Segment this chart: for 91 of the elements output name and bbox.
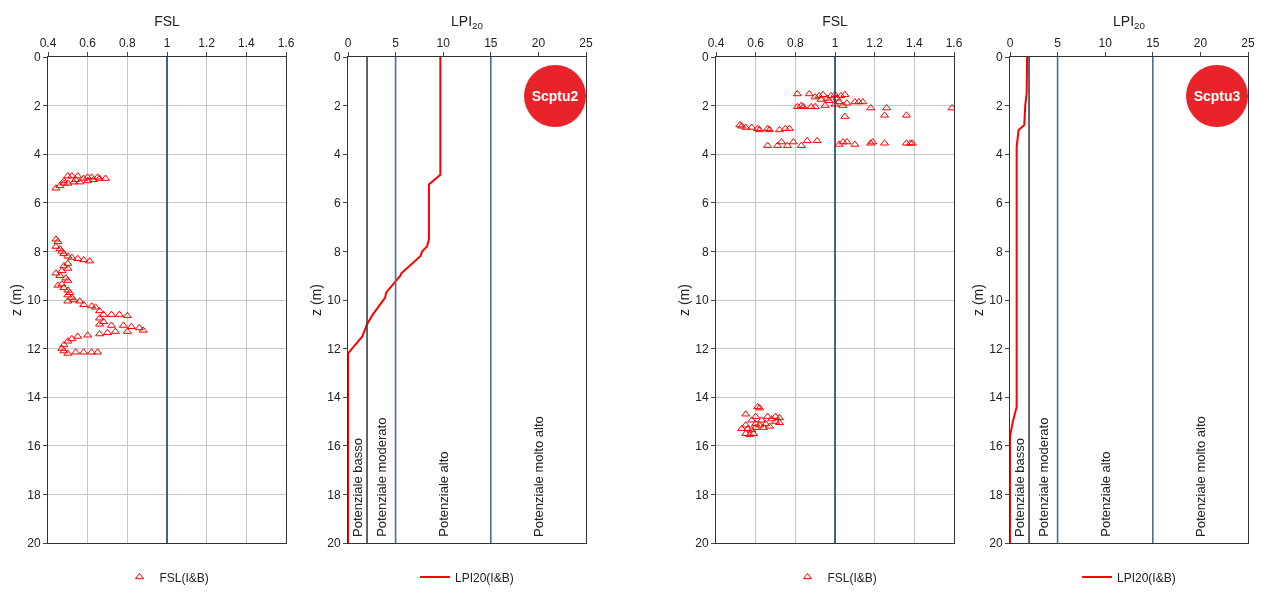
x-tick-label: 1.6 xyxy=(277,36,295,51)
x-tick-label: 20 xyxy=(1193,36,1208,51)
x-tick-label: 5 xyxy=(1054,36,1062,51)
x-tick-label: 0.6 xyxy=(79,36,97,51)
y-tick-label: 20 xyxy=(327,536,341,551)
y-tick-label: 6 xyxy=(333,196,341,210)
y-tick-label: 6 xyxy=(33,196,41,210)
x-tick-label: 10 xyxy=(1098,36,1113,51)
x-tick-label: 0.8 xyxy=(786,36,804,51)
y-tick-label: 12 xyxy=(989,341,1003,356)
y-tick-label: 16 xyxy=(695,439,709,453)
x-tick-label: 0.4 xyxy=(39,36,57,51)
y-tick-label: 0 xyxy=(701,50,709,65)
y-tick-label: 8 xyxy=(701,244,709,259)
y-tick-label: 4 xyxy=(33,147,41,162)
y-tick-label: 8 xyxy=(333,244,341,259)
y-tick-label: 4 xyxy=(995,147,1003,162)
y-tick-label: 0 xyxy=(995,50,1003,65)
x-tick-label: 1.4 xyxy=(905,36,923,51)
legend-label: LPI20(I&B) xyxy=(1117,570,1176,585)
x-axis-title: LPI$_{20}$ xyxy=(451,12,484,31)
x-tick-label: 0.8 xyxy=(118,36,136,51)
x-tick-label: 0 xyxy=(344,36,352,51)
y-tick-label: 12 xyxy=(27,341,41,356)
x-tick-label: 0 xyxy=(1006,36,1014,51)
y-tick-label: 2 xyxy=(33,98,41,113)
x-axis-title: FSL xyxy=(154,12,181,29)
y-tick-label: 4 xyxy=(701,147,709,162)
y-tick-label: 18 xyxy=(27,487,41,502)
y-tick-label: 20 xyxy=(989,536,1003,551)
y-tick-label: 18 xyxy=(327,487,341,502)
x-tick-label: 25 xyxy=(579,36,593,51)
x-tick-label: 1 xyxy=(163,36,171,51)
y-tick-label: 6 xyxy=(701,196,709,210)
y-tick-label: 6 xyxy=(995,196,1003,210)
annotation: Potenziale alto xyxy=(1097,451,1113,537)
line-series xyxy=(1010,57,1029,543)
x-tick-label: 15 xyxy=(1146,36,1160,51)
x-axis-title: FSL xyxy=(822,12,849,29)
x-tick-label: 1.2 xyxy=(866,36,884,51)
annotation: Potenziale basso xyxy=(350,438,366,538)
y-tick-label: 2 xyxy=(995,98,1003,113)
y-tick-label: 4 xyxy=(333,147,341,162)
y-tick-label: 2 xyxy=(333,98,341,113)
y-tick-label: 10 xyxy=(27,293,41,308)
x-tick-label: 1.4 xyxy=(237,36,255,51)
y-tick-label: 8 xyxy=(33,244,41,259)
y-tick-label: 16 xyxy=(27,439,41,453)
annotation: Potenziale basso xyxy=(1012,438,1028,538)
y-tick-label: 14 xyxy=(695,390,709,405)
annotation: Potenziale alto xyxy=(435,451,451,537)
y-tick-label: 14 xyxy=(327,390,341,405)
x-tick-label: 0.4 xyxy=(707,36,725,51)
x-tick-label: 10 xyxy=(436,36,451,51)
y-tick-label: 20 xyxy=(27,536,41,551)
x-tick-label: 1.2 xyxy=(198,36,216,51)
legend-label: FSL(I&B) xyxy=(159,570,209,585)
y-tick-label: 14 xyxy=(989,390,1003,405)
annotation: Potenziale molto alto xyxy=(1192,416,1208,537)
y-tick-label: 10 xyxy=(327,293,341,308)
y-tick-label: 10 xyxy=(695,293,709,308)
annotation: Potenziale molto alto xyxy=(530,416,546,537)
y-axis-title: z (m) xyxy=(969,284,986,316)
x-tick-label: 15 xyxy=(484,36,498,51)
y-tick-label: 12 xyxy=(695,341,709,356)
y-axis-title: z (m) xyxy=(307,284,324,316)
annotation: Potenziale moderato xyxy=(373,417,389,537)
annotation: Potenziale moderato xyxy=(1035,417,1051,537)
x-tick-label: 1 xyxy=(831,36,839,51)
legend-label: LPI20(I&B) xyxy=(455,570,514,585)
y-tick-label: 20 xyxy=(695,536,709,551)
y-axis-title: z (m) xyxy=(675,284,692,316)
y-tick-label: 8 xyxy=(995,244,1003,259)
y-tick-label: 16 xyxy=(989,439,1003,453)
x-tick-label: 1.6 xyxy=(945,36,963,51)
y-tick-label: 12 xyxy=(327,341,341,356)
y-tick-label: 16 xyxy=(327,439,341,453)
x-tick-label: 25 xyxy=(1241,36,1255,51)
x-tick-label: 5 xyxy=(392,36,400,51)
legend-label: FSL(I&B) xyxy=(827,570,877,585)
y-tick-label: 10 xyxy=(989,293,1003,308)
x-axis-title: LPI$_{20}$ xyxy=(1113,12,1146,31)
y-tick-label: 2 xyxy=(701,98,709,113)
x-tick-label: 20 xyxy=(531,36,546,51)
y-tick-label: 14 xyxy=(27,390,41,405)
x-tick-label: 0.6 xyxy=(747,36,765,51)
y-tick-label: 18 xyxy=(695,487,709,502)
y-tick-label: 18 xyxy=(989,487,1003,502)
y-tick-label: 0 xyxy=(33,50,41,65)
y-tick-label: 0 xyxy=(333,50,341,65)
y-axis-title: z (m) xyxy=(7,284,24,316)
